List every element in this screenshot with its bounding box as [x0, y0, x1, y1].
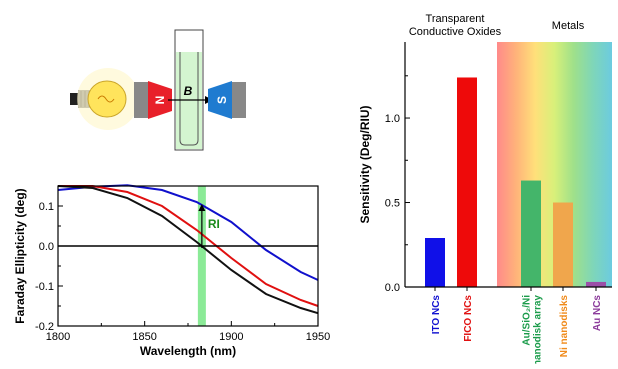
light-bulb-icon — [70, 68, 139, 130]
north-pole-face — [148, 81, 172, 119]
highlight-band — [197, 186, 206, 326]
category-label: nanodisk array — [533, 295, 544, 364]
south-label: S — [215, 96, 229, 104]
category-label: FICO NCs — [463, 295, 474, 342]
series-line-2 — [58, 185, 319, 307]
group-header-tco-line: Conductive Oxides — [409, 26, 502, 38]
y-tick-label: 0.5 — [385, 198, 400, 210]
x-axis-ticks: 1800 1850 1900 1950 — [46, 321, 330, 343]
setup-schematic: N B S — [70, 29, 246, 151]
y-tick-label: 0.1 — [39, 201, 54, 213]
cuvette-icon: B — [174, 29, 204, 151]
category-label: Au/SiO₂/Ni — [522, 295, 533, 346]
bars-group — [425, 77, 606, 287]
magnetic-field-label: B — [184, 84, 193, 98]
magnet-south-icon: S — [208, 81, 246, 119]
bar-5 — [586, 281, 606, 287]
x-tick-label: 1950 — [306, 331, 330, 343]
line-chart-frame — [57, 185, 319, 327]
x-tick-label: 1900 — [219, 331, 243, 343]
x-axis-title: Wavelength (nm) — [140, 344, 236, 358]
category-labels: ITO NCs FICO NCs Au/SiO₂/Ni nanodisk array N… — [431, 295, 603, 367]
south-pole-gray — [232, 82, 246, 118]
bulb-base-tip — [70, 93, 79, 105]
ri-arrow-head — [198, 204, 206, 211]
line-chart: RI 1800 1850 1900 1950 -0.2 -0.1 0.0 0.1 Wavel… — [13, 184, 330, 358]
y-tick-label: -0.2 — [35, 321, 54, 333]
bar-2 — [457, 77, 477, 287]
group-header-metals: Metals — [552, 20, 585, 32]
y-tick-label: 0.0 — [39, 241, 54, 253]
south-pole-face — [208, 81, 232, 119]
bulb-glass — [87, 80, 127, 118]
ri-annotation: RI — [208, 217, 220, 231]
line-series-group — [57, 184, 319, 315]
series-line-1 — [57, 184, 319, 281]
y-axis-ticks: -0.2 -0.1 0.0 0.1 — [35, 201, 63, 333]
north-label: N — [153, 96, 167, 105]
y-axis-title: Faraday Ellipticity (deg) — [13, 188, 27, 323]
category-label: Ni nanodisks — [559, 295, 570, 358]
ri-arrow — [198, 204, 206, 248]
group-header-tco-line: Transparent — [426, 13, 485, 25]
magnet-north-icon: N — [134, 81, 172, 119]
y-tick-label: -0.1 — [35, 281, 54, 293]
bar-3 — [521, 180, 541, 287]
y-axis-title: Sensitivity (Deg/RIU) — [358, 105, 372, 223]
north-pole-gray — [134, 82, 148, 118]
category-label: Au NCs — [592, 295, 603, 332]
x-tick-label: 1800 — [46, 331, 70, 343]
series-line-3 — [57, 185, 319, 315]
bar-1 — [425, 238, 445, 287]
y-tick-label: 0.0 — [385, 282, 400, 294]
bar-chart-axes: 0.0 0.5 1.0 — [385, 42, 612, 294]
y-tick-label: 1.0 — [385, 113, 400, 125]
category-label: ITO NCs — [431, 295, 442, 335]
bar-4 — [553, 202, 573, 287]
x-tick-label: 1850 — [132, 331, 156, 343]
